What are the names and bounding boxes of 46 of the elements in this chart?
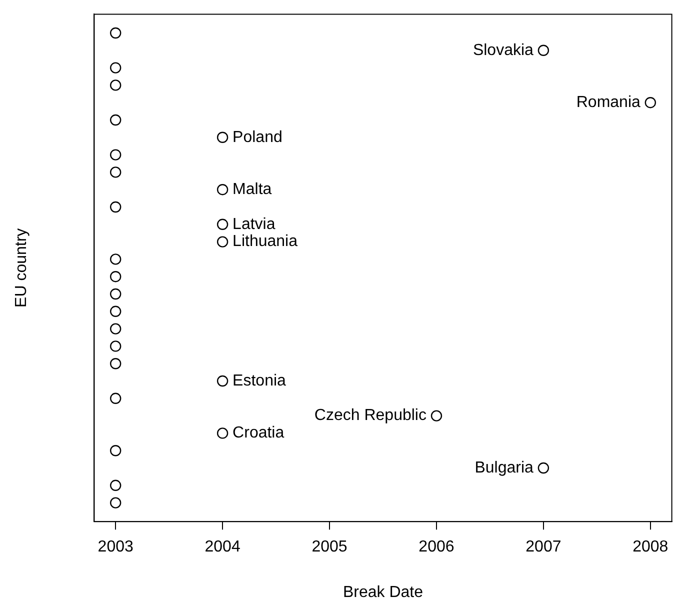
y-tick-label: Estonia: [232, 372, 286, 390]
point: [110, 201, 122, 213]
y-tick-label: Slovakia: [472, 42, 534, 59]
point: [216, 375, 228, 387]
point: [538, 462, 550, 474]
point: [110, 288, 122, 300]
point: [110, 445, 122, 456]
point: [216, 132, 228, 143]
y-tick-label: Malta: [232, 181, 272, 198]
point: [110, 480, 122, 492]
point: [110, 306, 122, 317]
x-tick-label: 2005: [312, 538, 348, 556]
y-tick-label: Bulgaria: [474, 459, 534, 476]
y-tick-label: Croatia: [232, 424, 284, 442]
point: [430, 410, 442, 422]
point: [538, 44, 550, 56]
point: [110, 254, 122, 265]
point: [110, 358, 122, 370]
point: [110, 392, 122, 404]
point: [110, 166, 122, 178]
point: [110, 271, 122, 282]
point: [110, 323, 122, 334]
y-axis-title: EU country: [13, 228, 30, 308]
point: [216, 218, 228, 230]
point: [110, 149, 122, 160]
point: [216, 236, 228, 248]
point: [110, 62, 122, 74]
point: [216, 428, 228, 439]
point: [110, 114, 122, 126]
x-tick-label: 2008: [632, 538, 668, 556]
y-tick-label: Latvia: [232, 216, 276, 233]
y-tick-label: Poland: [232, 128, 282, 146]
y-tick-label: Lithuania: [232, 233, 298, 250]
point: [644, 96, 656, 108]
x-axis-title: Break Date: [342, 584, 424, 601]
point: [110, 27, 122, 39]
y-tick-label: Romania: [576, 94, 641, 111]
x-tick-label: 2004: [204, 538, 240, 556]
y-tick-label: Czech Republic: [314, 407, 426, 424]
x-tick-label: 2006: [418, 538, 454, 556]
point: [216, 184, 228, 196]
point: [110, 497, 122, 508]
point: [110, 340, 122, 352]
x-tick-label: 2003: [98, 538, 134, 556]
point: [110, 80, 122, 91]
x-tick-label: 2007: [526, 538, 562, 556]
